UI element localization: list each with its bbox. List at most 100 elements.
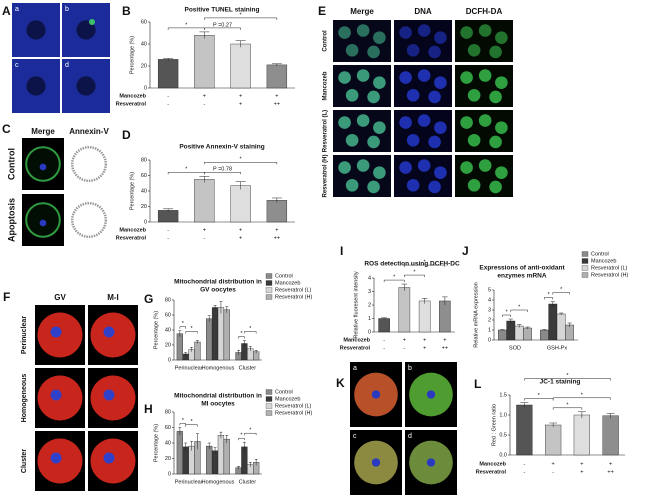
significance-label: * [240,12,243,18]
treatment-sign: + [275,227,278,233]
cell [399,71,412,84]
error-bar [508,318,513,323]
nucleus [426,458,436,467]
significance-label: P =0.27 [213,22,232,28]
cell [478,24,492,37]
cell [26,20,46,40]
error-bar [271,63,282,66]
cell [345,178,359,192]
y-tick-label: 0 [488,337,491,343]
x-tick-label: Perinuclear [175,479,203,485]
y-tick-label: 4 [368,275,371,281]
significance-bracket [404,264,446,268]
y-tick-label: 5 [488,287,491,293]
y-tick-label: 0 [144,219,147,225]
nucleus [39,163,47,171]
cell [406,88,420,102]
legend-label: Mancozeb [275,280,300,286]
y-tick-label: 3 [368,289,371,295]
cell [338,116,351,129]
cell [495,166,508,179]
cell [70,201,108,239]
nucleus [103,452,115,464]
bar [223,438,230,475]
y-tick-label: 3 [488,307,491,313]
cell [428,90,441,104]
cell [356,24,370,37]
nucleus [50,389,62,401]
error-bar [500,329,505,331]
y-tick-label: 60 [141,173,147,179]
cell [338,161,351,174]
cell [373,31,386,44]
cell [417,114,431,127]
y-axis-label: Red : Green ratio [491,404,497,446]
y-tick-label: 0 [168,471,171,477]
row-label: Perinuclear [21,316,28,354]
error-bar [190,347,194,352]
x-tick-label: Cluster [239,365,257,371]
cell [495,76,508,89]
cell [478,114,492,127]
y-tick-label: 0 [168,357,171,363]
treatment-sign: + [203,93,206,99]
cell [489,45,502,59]
y-tick-label: 80 [165,297,171,303]
error-bar [401,283,408,291]
row-label: Mancozeb [323,71,329,100]
legend-swatch [581,258,589,264]
panel-label: B [122,4,131,18]
cell [434,76,447,89]
treatment-sign: - [167,101,169,107]
column-header: Merge [31,127,55,136]
treatment-sign: + [580,469,583,475]
significance-label: * [240,433,243,439]
error-bar [199,176,210,183]
cell [373,166,386,179]
y-tick-label: 20 [141,204,147,210]
bar [182,446,189,475]
cell [460,71,473,84]
significance-bracket [238,336,245,339]
bar [194,35,215,89]
error-bar [421,298,428,304]
cell [70,145,108,183]
bar [157,210,179,223]
y-tick-label: 1 [488,327,491,333]
cell [356,159,370,172]
micrograph [68,194,110,246]
treatment-name: Resveratrol [476,469,507,475]
bar [565,324,575,341]
bar [548,303,558,341]
y-tick-label: 60 [165,312,171,318]
column-header: DCFH-DA [466,7,503,16]
chart-title: GV oocytes [200,287,236,294]
legend-swatch [581,265,589,271]
cell [460,26,473,39]
legend-label: Mancozeb [275,396,300,402]
treatment-sign: + [403,337,406,343]
bar [157,59,179,89]
nucleus [426,390,436,399]
cell [460,116,473,129]
y-tick-label: 0.5 [499,432,507,438]
legend-swatch [581,272,589,278]
treatment-name: Resveratrol [116,101,147,107]
legend-swatch [265,287,273,293]
y-tick-label: 1.5 [499,392,507,398]
legend-swatch [265,389,273,395]
treatment-sign: - [167,93,169,99]
cell [434,121,447,134]
cell [406,178,420,192]
cell [489,180,502,194]
image-label: a [15,6,19,13]
nucleus [39,219,47,227]
treatment-sign: + [239,235,242,241]
cell [417,159,431,172]
error-bar [219,431,223,439]
error-bar [196,340,199,344]
cell [399,26,412,39]
y-tick-label: 40 [141,188,147,194]
treatment-sign: + [580,461,583,467]
